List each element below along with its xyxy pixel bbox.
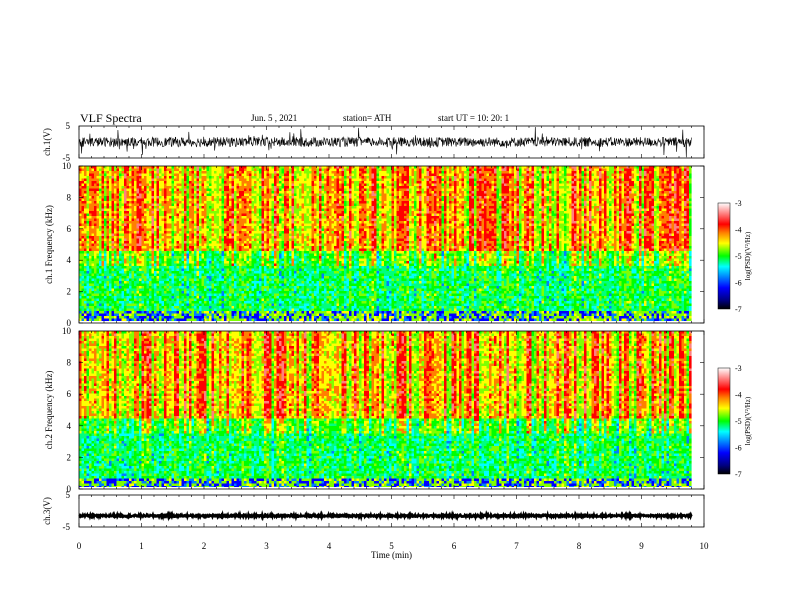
ytick-label: -5 <box>63 153 71 163</box>
xtick-label: 10 <box>700 541 710 551</box>
colorbar-label: log(PSD)(V²/Hz) <box>744 231 752 280</box>
y-axis-label: ch.2 Frequency (kHz) <box>44 371 54 450</box>
y-axis-label: ch.1(V) <box>42 128 52 156</box>
colorbar-tick: -5 <box>735 417 742 426</box>
ytick-label: 6 <box>67 224 72 234</box>
xtick-label: 6 <box>452 541 457 551</box>
colorbar-tick: -7 <box>735 305 742 314</box>
ytick-label: 8 <box>67 192 72 202</box>
colorbar <box>718 368 730 474</box>
ytick-label: 4 <box>67 255 72 265</box>
ytick-label: 10 <box>62 326 72 336</box>
ch3-waveform-trace <box>79 515 692 517</box>
xtick-label: 0 <box>77 541 82 551</box>
colorbar-tick: -6 <box>735 444 742 453</box>
ch1-waveform-trace <box>79 127 692 157</box>
ch2-spectrogram <box>79 331 692 489</box>
xtick-label: 7 <box>514 541 519 551</box>
ytick-label: 8 <box>67 358 72 368</box>
colorbar-tick: -3 <box>735 364 742 373</box>
colorbar <box>718 203 730 309</box>
vlf-figure: 0 2 4 6 8 10 ch.1 Frequency (kHz) -3 -4 -5 -6 -7 log… <box>0 0 792 612</box>
colorbar-tick: -6 <box>735 279 742 288</box>
colorbar-tick: -7 <box>735 470 742 479</box>
x-axis-label: Time (min) <box>371 550 412 560</box>
ytick-label: 5 <box>66 490 71 500</box>
colorbar-tick: -4 <box>735 391 742 400</box>
colorbar-tick: -4 <box>735 226 742 235</box>
ytick-label: 2 <box>67 452 72 462</box>
ytick-label: 6 <box>67 389 72 399</box>
frame-w3 <box>79 495 704 527</box>
ytick-label: 5 <box>66 121 71 131</box>
xtick-label: 4 <box>327 541 332 551</box>
ytick-label: 4 <box>67 421 72 431</box>
ytick-label: -5 <box>63 522 71 532</box>
ytick-label: 2 <box>67 287 72 297</box>
xtick-label: 1 <box>139 541 144 551</box>
colorbar-tick: -5 <box>735 252 742 261</box>
colorbar-tick: -3 <box>735 199 742 208</box>
xtick-label: 3 <box>264 541 269 551</box>
y-axis-label: ch.3(V) <box>42 497 52 525</box>
xtick-label: 9 <box>639 541 644 551</box>
ch1-spectrogram <box>79 166 692 323</box>
colorbar-label: log(PSD)(V²/Hz) <box>744 396 752 445</box>
xtick-label: 2 <box>202 541 207 551</box>
xtick-label: 8 <box>577 541 582 551</box>
y-axis-label: ch.1 Frequency (kHz) <box>44 205 54 284</box>
